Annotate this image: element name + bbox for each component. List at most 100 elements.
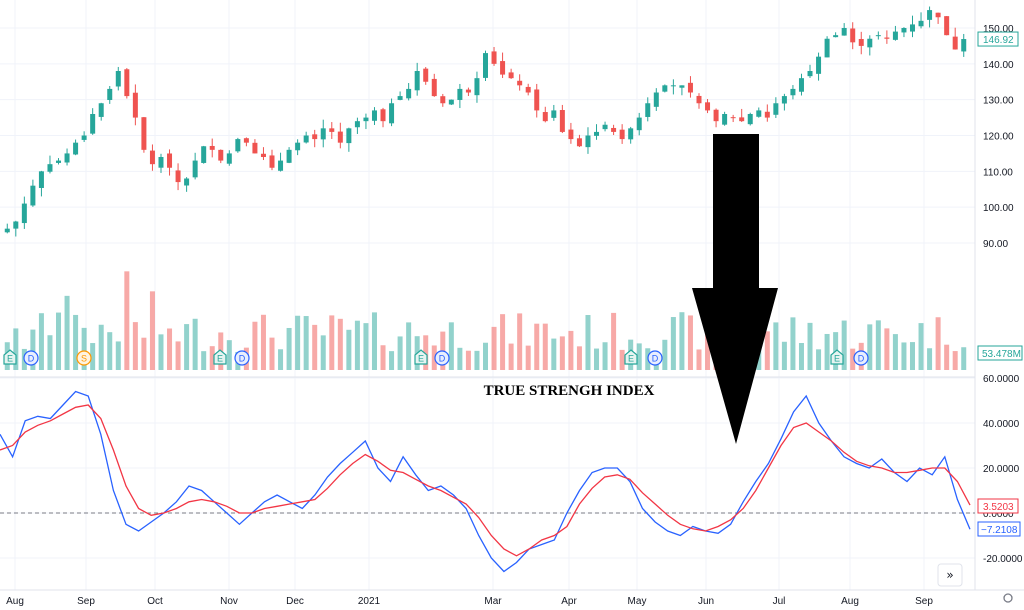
candle-body (730, 117, 736, 119)
candle-body (747, 114, 753, 125)
candle-body (662, 85, 668, 92)
candle-body (73, 142, 79, 155)
volume-bar (295, 315, 301, 370)
gear-icon (1003, 593, 1013, 603)
volume-bar (13, 328, 19, 370)
volume-bar (961, 347, 967, 370)
price-candles (4, 6, 967, 237)
time-tick-label: Aug (6, 596, 24, 607)
candle-body (798, 78, 804, 92)
volume-bar (149, 291, 155, 370)
candle-body (594, 131, 600, 136)
volume-bar (773, 322, 779, 370)
candle-body (431, 78, 437, 97)
last-price-badge (977, 31, 1019, 47)
candle-body (457, 88, 463, 100)
volume-bar (73, 314, 79, 370)
time-tick-label: Aug (841, 596, 859, 607)
candle-body (918, 20, 924, 27)
candle-body (158, 157, 164, 168)
price-tick-label: 100.00 (983, 203, 1014, 214)
dividend-marker (434, 350, 450, 366)
candle-body (115, 71, 121, 87)
volume-bar (252, 321, 258, 370)
candle-body (909, 24, 915, 32)
candle-body (184, 178, 190, 186)
candle-body (124, 69, 130, 97)
tsi-tick-label: -20.0000 (983, 554, 1023, 565)
time-tick-label: Mar (484, 596, 502, 607)
event-letter: D (652, 354, 659, 364)
volume-bar (909, 342, 915, 370)
candle-body (107, 88, 113, 100)
candle-body (252, 142, 258, 154)
volume-bar (47, 335, 53, 370)
candle-body (371, 110, 377, 121)
candle-body (320, 128, 326, 140)
volume-bar (380, 345, 386, 370)
signal-value-badge (977, 498, 1019, 514)
volume-bar (927, 348, 933, 370)
candle-body (551, 110, 557, 118)
volume-badge (977, 345, 1023, 361)
candle-body (13, 221, 19, 229)
earnings-marker (624, 349, 638, 365)
time-tick-label: May (628, 596, 647, 607)
candle-body (559, 110, 565, 132)
volume-bar (115, 341, 121, 370)
candle-body (713, 109, 719, 122)
candle-body (807, 71, 813, 77)
volume-bar (132, 322, 138, 370)
volume-bar (559, 336, 565, 370)
candle-body (474, 78, 480, 96)
volume-bar (354, 320, 360, 370)
candle-body (64, 153, 70, 163)
volume-bar (534, 323, 540, 370)
time-tick-label: Sep (77, 596, 95, 607)
volume-bar (662, 339, 668, 370)
volume-bar (901, 342, 907, 370)
candle-body (679, 85, 685, 88)
volume-bar (500, 314, 506, 370)
candle-body (576, 138, 582, 147)
candle-body (167, 153, 173, 168)
price-tick-label: 140.00 (983, 60, 1014, 71)
candle-body (858, 38, 864, 46)
candle-body (773, 103, 779, 115)
volume-bar (448, 322, 454, 370)
candle-body (406, 88, 412, 99)
signal-line (0, 404, 971, 557)
volume-bar (320, 335, 326, 370)
volume-bar (867, 324, 873, 370)
candle-body (944, 16, 950, 36)
volume-bar (98, 324, 104, 370)
volume-bar (952, 351, 958, 370)
time-tick-label: 2021 (358, 596, 381, 607)
volume-bar (226, 340, 232, 370)
event-letter: E (834, 354, 840, 364)
volume-bar (542, 323, 548, 370)
settings-button[interactable] (1003, 593, 1013, 603)
volume-bar (201, 351, 207, 370)
dividend-marker (647, 350, 663, 366)
volume-bar (269, 337, 275, 370)
candle-body (833, 35, 839, 38)
volume-bar (312, 324, 318, 370)
candle-body (397, 96, 403, 100)
volume-bar (397, 336, 403, 370)
tsi-axis: 60.0000 40.0000 20.0000 -20.0000 0.00003.520… (977, 374, 1023, 565)
volume-bar (81, 327, 87, 370)
candle-body (329, 128, 335, 132)
price-tick-label: 120.00 (983, 132, 1014, 143)
volume-bar (371, 312, 377, 370)
candle-body (628, 128, 634, 140)
volume-bar (696, 349, 702, 370)
scroll-right-button[interactable]: » (937, 563, 963, 587)
volume-bar (764, 331, 770, 370)
candle-body (790, 88, 796, 96)
candle-body (611, 127, 617, 132)
candle-body (4, 228, 10, 233)
event-letter: D (858, 354, 865, 364)
